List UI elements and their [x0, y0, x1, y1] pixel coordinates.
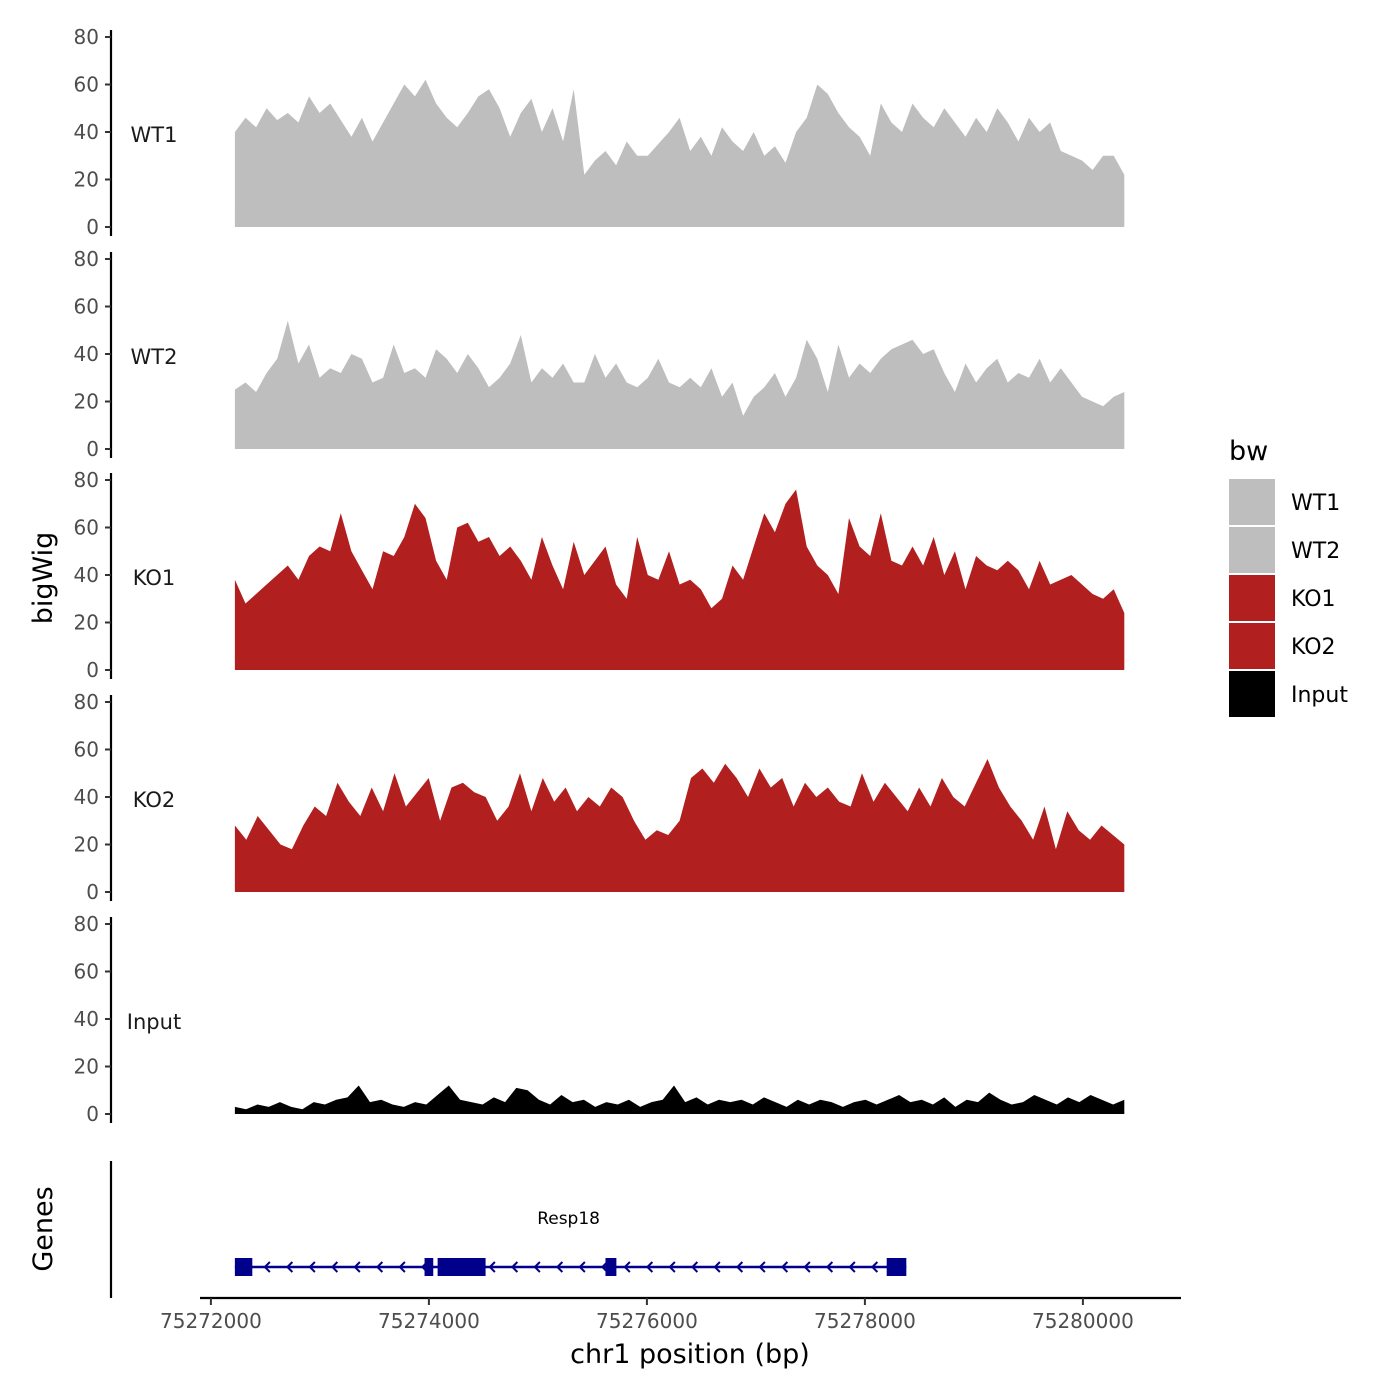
x-axis-ticks: 75272000 75274000 75276000 75278000 75280000 — [160, 1298, 1134, 1333]
gene-exon — [424, 1258, 434, 1276]
strand-arrow — [870, 1261, 879, 1273]
strand-arrow — [803, 1261, 811, 1273]
strand-arrow — [825, 1261, 834, 1273]
strand-arrow — [713, 1261, 721, 1273]
y-tick-label: 40 — [74, 120, 99, 144]
signal-area-ko2 — [234, 759, 1125, 892]
y-tick-label: 0 — [86, 658, 99, 682]
strand-arrow — [353, 1261, 361, 1273]
y-tick-label: 20 — [74, 390, 99, 414]
strand-arrow — [533, 1261, 541, 1273]
legend-swatch-wt1 — [1229, 479, 1275, 525]
y-tick-label: 80 — [74, 912, 99, 936]
y-tick-label: 40 — [74, 785, 99, 809]
legend-title: bw — [1229, 436, 1268, 467]
strand-arrow — [488, 1261, 496, 1273]
y-tick-label: 40 — [74, 342, 99, 366]
track-wt2: 0 20 40 60 80 WT2 — [74, 247, 1125, 461]
y-tick-label: 0 — [86, 1102, 99, 1126]
strand-arrow — [690, 1261, 699, 1273]
signal-area-wt2 — [234, 320, 1125, 449]
track-label: KO2 — [133, 788, 176, 812]
strand-arrow — [668, 1261, 676, 1273]
strand-arrow — [735, 1261, 744, 1273]
genes-axis-title: Genes — [28, 1186, 59, 1271]
strand-arrow — [375, 1261, 384, 1273]
legend-label-wt1: WT1 — [1291, 491, 1340, 516]
strand-arrow — [623, 1261, 631, 1273]
strand-arrow — [578, 1261, 586, 1273]
legend-swatch-wt2 — [1229, 527, 1275, 573]
strand-arrow — [330, 1261, 339, 1273]
y-tick-label: 60 — [74, 738, 99, 762]
y-tick-label: 80 — [74, 247, 99, 271]
x-tick-label: 75276000 — [596, 1309, 698, 1333]
x-tick-label: 75272000 — [160, 1309, 262, 1333]
track-label: WT2 — [131, 345, 178, 369]
legend-swatch-input — [1229, 671, 1275, 717]
strand-arrow — [758, 1261, 766, 1273]
track-label: KO1 — [133, 566, 176, 590]
track-label: WT1 — [131, 123, 178, 147]
strand-arrow — [848, 1261, 856, 1273]
track-wt1: 0 20 40 60 80 WT1 — [74, 25, 1125, 239]
track-ko2: 0 20 40 60 80 KO2 — [74, 690, 1125, 904]
y-tick-label: 80 — [74, 690, 99, 714]
y-tick-label: 60 — [74, 516, 99, 540]
track-label: Input — [127, 1010, 181, 1034]
genes-panel: Genes Resp18 — [28, 1161, 907, 1298]
y-tick-label: 60 — [74, 960, 99, 984]
legend-label-wt2: WT2 — [1291, 539, 1340, 564]
y-tick-label: 0 — [86, 215, 99, 239]
y-tick-label: 60 — [74, 73, 99, 97]
x-tick-label: 75278000 — [814, 1309, 916, 1333]
signal-area-wt1 — [234, 79, 1125, 227]
signal-tracks: 0 20 40 60 80 WT1 0 20 40 60 80 WT2 0 20 40 60 80 KO1 0 20 4… — [74, 25, 1125, 1126]
gene-exon — [437, 1258, 486, 1276]
track-input: 0 20 40 60 80 Input — [74, 912, 1125, 1126]
strand-arrow — [510, 1261, 519, 1273]
y-tick-label: 20 — [74, 833, 99, 857]
y-tick-label: 40 — [74, 563, 99, 587]
strand-arrow — [645, 1261, 654, 1273]
x-axis: 75272000 75274000 75276000 75278000 75280000… — [160, 1296, 1181, 1370]
x-axis-title: chr1 position (bp) — [570, 1339, 810, 1370]
gene-exon — [605, 1258, 617, 1276]
gene-exon — [234, 1258, 253, 1276]
y-tick-label: 80 — [74, 25, 99, 49]
y-tick-label: 80 — [74, 468, 99, 492]
gene-model — [234, 1258, 907, 1276]
legend-label-input: Input — [1291, 683, 1348, 708]
y-tick-label: 60 — [74, 295, 99, 319]
y-tick-label: 0 — [86, 437, 99, 461]
legend-swatch-ko2 — [1229, 623, 1275, 669]
strand-arrow — [780, 1261, 789, 1273]
signal-area-input — [234, 1085, 1125, 1114]
legend-items: WT1 WT2 KO1 KO2 Input — [1229, 479, 1348, 717]
legend-swatch-ko1 — [1229, 575, 1275, 621]
y-tick-label: 40 — [74, 1007, 99, 1031]
legend-label-ko1: KO1 — [1291, 587, 1336, 612]
strand-arrow — [263, 1261, 271, 1273]
y-tick-label: 20 — [74, 1055, 99, 1079]
y-axis-title: bigWig — [28, 532, 59, 625]
gene-exon — [886, 1258, 907, 1276]
y-tick-label: 20 — [74, 168, 99, 192]
strand-arrow — [308, 1261, 316, 1273]
strand-arrow — [555, 1261, 564, 1273]
gene-name-label: Resp18 — [537, 1209, 600, 1229]
x-tick-label: 75274000 — [378, 1309, 480, 1333]
legend-label-ko2: KO2 — [1291, 635, 1336, 660]
x-tick-label: 75280000 — [1032, 1309, 1134, 1333]
legend: bw WT1 WT2 KO1 KO2 Input — [1229, 436, 1348, 717]
y-tick-label: 20 — [74, 611, 99, 635]
signal-area-ko1 — [234, 489, 1125, 670]
strand-arrow — [285, 1261, 294, 1273]
track-ko1: 0 20 40 60 80 KO1 — [74, 468, 1125, 682]
strand-arrow — [398, 1261, 406, 1273]
y-tick-label: 0 — [86, 880, 99, 904]
